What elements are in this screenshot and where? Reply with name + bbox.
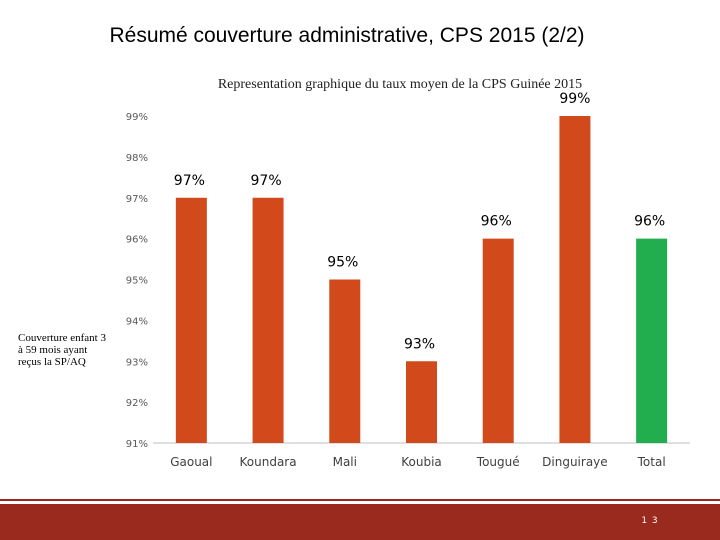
data-label: 97% — [251, 173, 282, 189]
y-tick-label: 92% — [126, 398, 148, 409]
bar-koundara — [252, 197, 284, 443]
category-label: Tougué — [476, 455, 520, 469]
y-tick-label: 99% — [126, 112, 148, 123]
bar-gaoual — [175, 197, 207, 443]
data-label: 93% — [404, 336, 435, 352]
footer-line — [0, 499, 720, 501]
category-label: Gaoual — [170, 455, 212, 469]
y-tick-label: 97% — [126, 194, 148, 205]
y-tick-label: 93% — [126, 357, 148, 368]
bars — [175, 116, 668, 443]
y-tick-label: 94% — [126, 316, 148, 327]
slide-title: Résumé couverture administrative, CPS 20… — [109, 24, 585, 47]
category-label: Koubia — [401, 455, 442, 469]
y-tick-label: 96% — [126, 235, 148, 246]
data-label: 99% — [559, 91, 590, 107]
y-tick-label: 91% — [126, 439, 148, 450]
category-label: Koundara — [240, 455, 297, 469]
y-tick-label: 95% — [126, 276, 148, 287]
category-label: Mali — [333, 455, 357, 469]
data-labels: 97% 97% 95% 93% 96% 99% 96% — [174, 91, 665, 352]
footer-band — [0, 504, 720, 540]
category-label: Total — [637, 455, 666, 469]
data-label: 95% — [327, 255, 358, 271]
bar-tougu- — [482, 238, 514, 443]
data-label: 96% — [634, 214, 665, 230]
y-tick-label: 98% — [126, 153, 148, 164]
category-label: Dinguiraye — [542, 455, 608, 469]
bar-total — [636, 238, 668, 443]
page-number: 1 3 — [641, 516, 659, 526]
bar-mali — [329, 279, 361, 443]
y-axis-ticks: 91% 92% 93% 94% 95% 96% 97% 98% 99% — [126, 112, 148, 450]
chart-title: Representation graphique du taux moyen d… — [217, 77, 583, 92]
legend-label: Couverture enfant 3 à 59 mois ayant reçu… — [18, 332, 106, 368]
data-label: 96% — [481, 214, 512, 230]
bar-dinguiraye — [559, 116, 591, 443]
category-labels: Gaoual Koundara Mali Koubia Tougué Dinguiraye… — [170, 455, 665, 469]
bar-koubia — [406, 361, 437, 443]
data-label: 97% — [174, 173, 205, 189]
bar-chart: 91% 92% 93% 94% 95% 96% 97% 98% 99% 97% 97% 95% 93%… — [126, 91, 690, 469]
